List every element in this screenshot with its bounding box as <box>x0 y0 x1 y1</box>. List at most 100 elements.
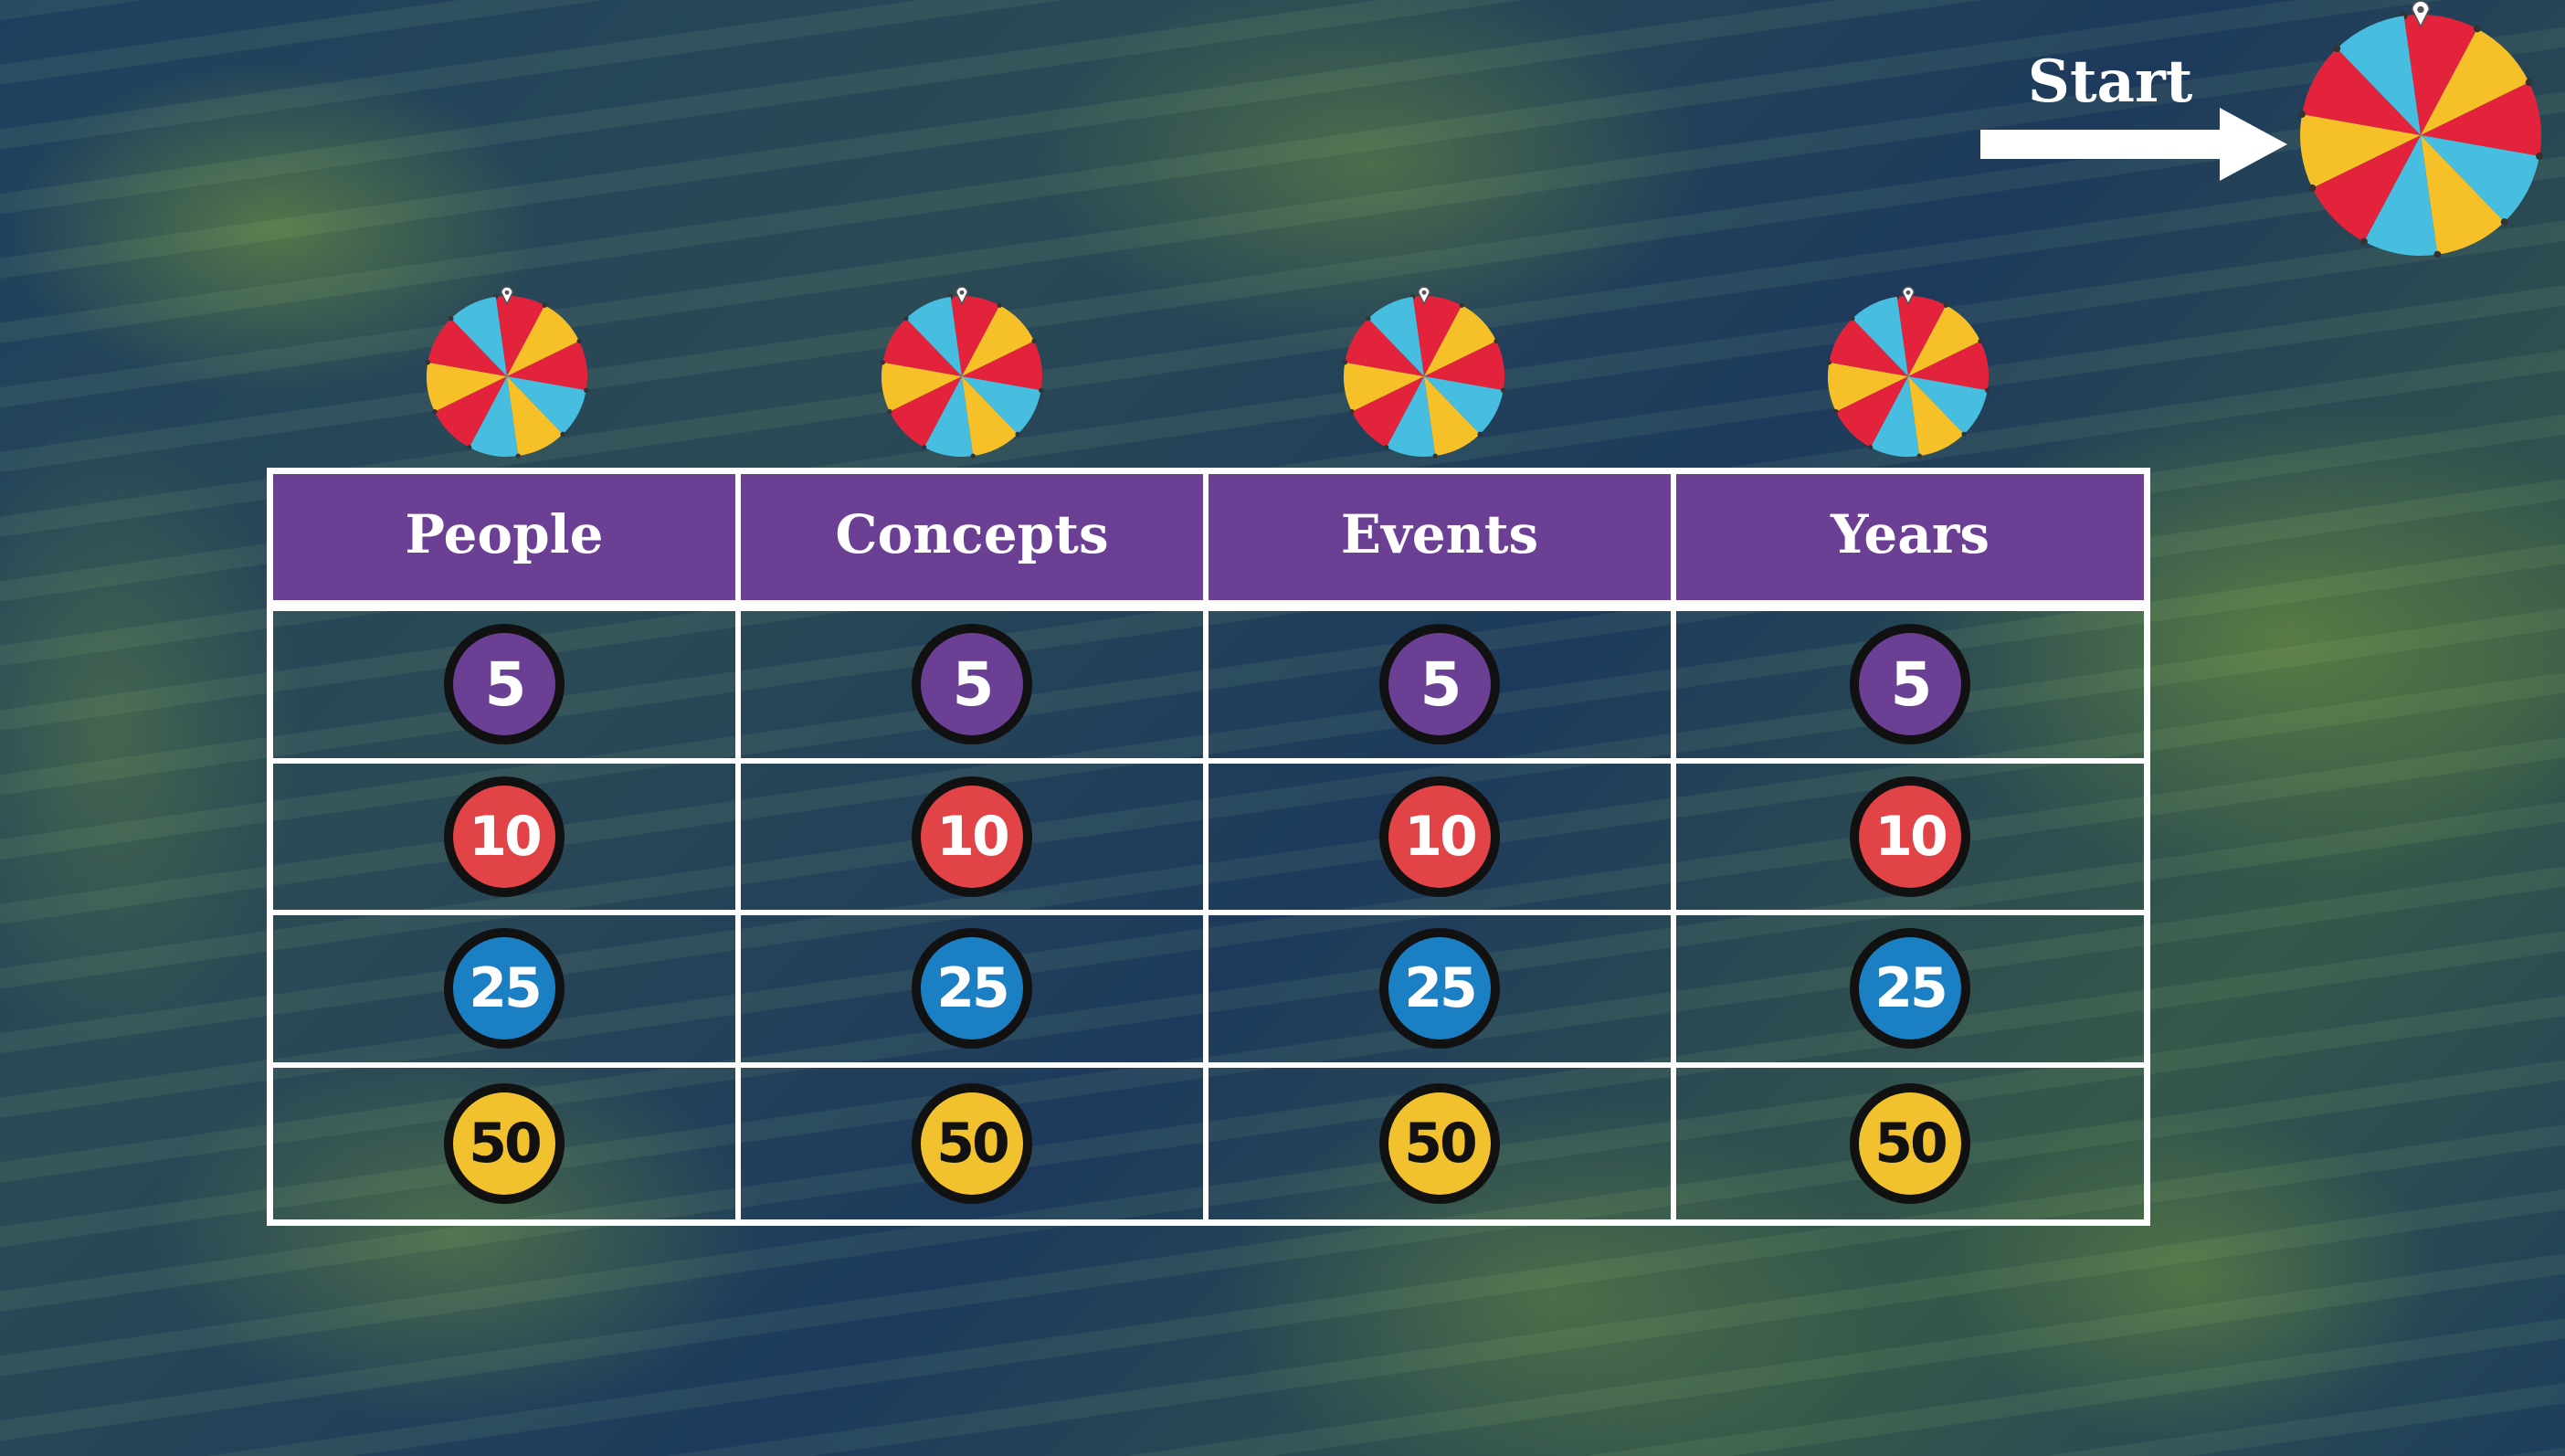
wheel-wedge <box>1345 318 1424 376</box>
points-10-button[interactable]: 10 <box>1379 775 1500 897</box>
wheel-peg <box>1826 360 1831 365</box>
wheel-pointer-dot <box>1905 290 1911 295</box>
wheel-pointer-icon <box>501 286 513 306</box>
wheel-wedge <box>1367 296 1424 376</box>
wheel-peg <box>1031 338 1037 344</box>
spinner-wheel-icon <box>425 286 589 459</box>
points-50-button[interactable]: 50 <box>1379 1082 1500 1204</box>
wheel-peg <box>542 302 547 308</box>
points-10-button[interactable]: 10 <box>912 775 1032 897</box>
points-label: 10 <box>921 785 1023 888</box>
points-50-button[interactable]: 50 <box>1850 1082 1970 1204</box>
wheel-wedge <box>2312 135 2421 242</box>
arrow-right-icon <box>1980 108 2287 181</box>
wheel-peg <box>903 316 909 322</box>
wheel-pointer-dot <box>2417 5 2424 14</box>
wheel-peg <box>2474 25 2481 33</box>
wheel-peg <box>1432 453 1438 459</box>
wheel-wedge <box>1829 318 1908 376</box>
wheel-peg <box>1501 387 1506 393</box>
wheel-wedge <box>1908 376 1988 435</box>
board-cell: 50 <box>273 1067 741 1219</box>
points-label: 10 <box>1388 785 1491 888</box>
wheel-peg <box>1039 387 1044 393</box>
category-label: Events <box>1340 503 1539 565</box>
points-label: 5 <box>921 633 1023 736</box>
wheel-wedge <box>2300 114 2421 188</box>
board-grid: People Concepts Events Years 5 5 5 5 10 … <box>273 474 2144 1219</box>
wheel-wedge <box>905 296 962 376</box>
points-50-button[interactable]: 50 <box>444 1082 565 1204</box>
years-spinner-wheel-icon[interactable] <box>1826 280 1990 459</box>
wheel-wedge <box>1835 376 1908 448</box>
board-cell: 50 <box>1209 1067 1676 1219</box>
wheel-peg <box>1850 316 1855 322</box>
wheel-wedge <box>427 362 507 412</box>
points-25-button[interactable]: 25 <box>1850 928 1970 1050</box>
points-label: 5 <box>1859 633 1961 736</box>
points-label: 50 <box>1388 1092 1491 1195</box>
wheel-wedge <box>469 376 519 457</box>
board-cell: 10 <box>273 763 741 915</box>
wheel-wedge <box>1852 296 1908 376</box>
wheel-wedge <box>962 305 1035 376</box>
wheel-wedge <box>1870 376 1920 457</box>
wheel-wedge <box>1386 376 1436 457</box>
wheel-peg <box>560 431 565 437</box>
points-label: 50 <box>453 1092 555 1195</box>
points-5-button[interactable]: 5 <box>1850 624 1970 745</box>
spinner-wheel-icon <box>1342 286 1506 459</box>
wheel-wedge <box>1424 376 1504 435</box>
board-cell: 25 <box>1209 915 1676 1068</box>
events-spinner-wheel-icon[interactable] <box>1342 280 1506 459</box>
points-10-button[interactable]: 10 <box>1850 775 1970 897</box>
points-5-button[interactable]: 5 <box>1379 624 1500 745</box>
wheel-peg <box>1459 302 1464 308</box>
wheel-peg <box>1494 338 1499 344</box>
category-header-people: People <box>273 474 741 611</box>
wheel-peg <box>1366 316 1371 322</box>
points-25-button[interactable]: 25 <box>444 928 565 1050</box>
points-5-button[interactable]: 5 <box>444 624 565 745</box>
points-50-button[interactable]: 50 <box>912 1082 1032 1204</box>
wheel-wedge <box>1424 376 1481 457</box>
wheel-peg <box>584 387 589 393</box>
wheel-wedge <box>2403 15 2477 136</box>
spinner-wheel-icon <box>2298 0 2543 258</box>
wheel-wedge <box>2337 16 2421 136</box>
wheel-peg <box>2500 217 2508 226</box>
people-spinner-wheel-icon[interactable] <box>425 280 589 459</box>
wheel-peg <box>1985 387 1990 393</box>
wheel-peg <box>880 360 885 365</box>
wheel-wedge <box>428 318 507 376</box>
wheel-peg <box>2360 237 2368 246</box>
wheel-peg <box>1833 408 1839 415</box>
points-5-button[interactable]: 5 <box>912 624 1032 745</box>
points-label: 10 <box>453 785 555 888</box>
wheel-peg <box>432 408 438 415</box>
points-label: 25 <box>921 937 1023 1040</box>
wheel-wedge <box>1351 376 1424 448</box>
wheel-wedge <box>507 376 564 457</box>
wheel-pointer-dot <box>959 290 965 295</box>
start-spinner-wheel-icon[interactable] <box>2298 0 2543 258</box>
points-25-button[interactable]: 25 <box>1379 928 1500 1050</box>
wheel-pointer-icon <box>1418 286 1430 306</box>
concepts-spinner-wheel-icon[interactable] <box>880 280 1044 459</box>
category-label: Concepts <box>835 503 1109 565</box>
wheel-pointer-dot <box>504 290 510 295</box>
points-25-button[interactable]: 25 <box>912 928 1032 1050</box>
wheel-wedge <box>1424 341 1504 391</box>
wheel-peg <box>2308 184 2317 192</box>
wheel-pointer-icon <box>2412 0 2430 28</box>
wheel-peg <box>1384 445 1389 450</box>
wheel-wedge <box>1896 296 1947 376</box>
wheel-peg <box>922 445 927 450</box>
wheel-peg <box>970 453 976 459</box>
points-label: 25 <box>1388 937 1491 1040</box>
points-10-button[interactable]: 10 <box>444 775 565 897</box>
board-cell: 10 <box>741 763 1209 915</box>
wheel-wedge <box>1424 305 1497 376</box>
